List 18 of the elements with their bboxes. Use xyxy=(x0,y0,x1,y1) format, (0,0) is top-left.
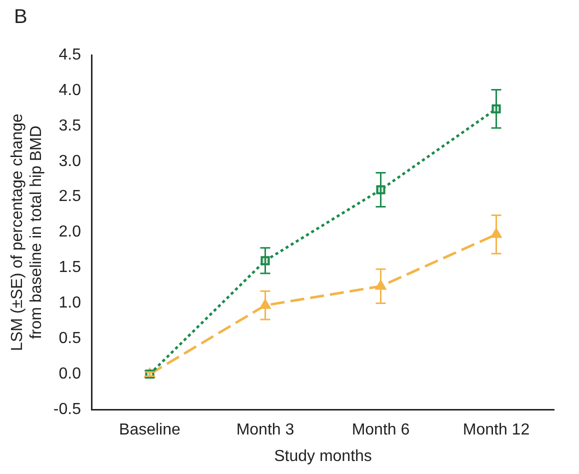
x-tick-label: Baseline xyxy=(119,422,181,439)
y-tick-label: 0.0 xyxy=(58,366,82,383)
y-tick-label: 2.0 xyxy=(58,224,82,241)
y-tick-label: 4.5 xyxy=(58,46,82,64)
y-axis-title: LSM (±SE) of percentage change from baseline in total hip BMD xyxy=(9,114,46,351)
y-tick-label: 2.5 xyxy=(58,188,82,206)
y-tick-label: 1.0 xyxy=(58,294,82,312)
y-tick-label: -0.5 xyxy=(53,401,82,418)
x-axis-title: Study months xyxy=(274,448,372,465)
x-tick-label: Month 12 xyxy=(462,422,530,439)
y-tick-label: 3.5 xyxy=(58,117,82,134)
x-tick-label: Month 3 xyxy=(236,422,294,439)
y-tick-label: 1.5 xyxy=(58,259,82,276)
text: B xyxy=(14,6,28,29)
y-tick-label: 4.0 xyxy=(58,82,82,99)
y-tick-label: 0.5 xyxy=(58,330,82,348)
y-tick-label: 3.0 xyxy=(58,152,82,170)
x-tick-label: Month 6 xyxy=(352,422,410,439)
